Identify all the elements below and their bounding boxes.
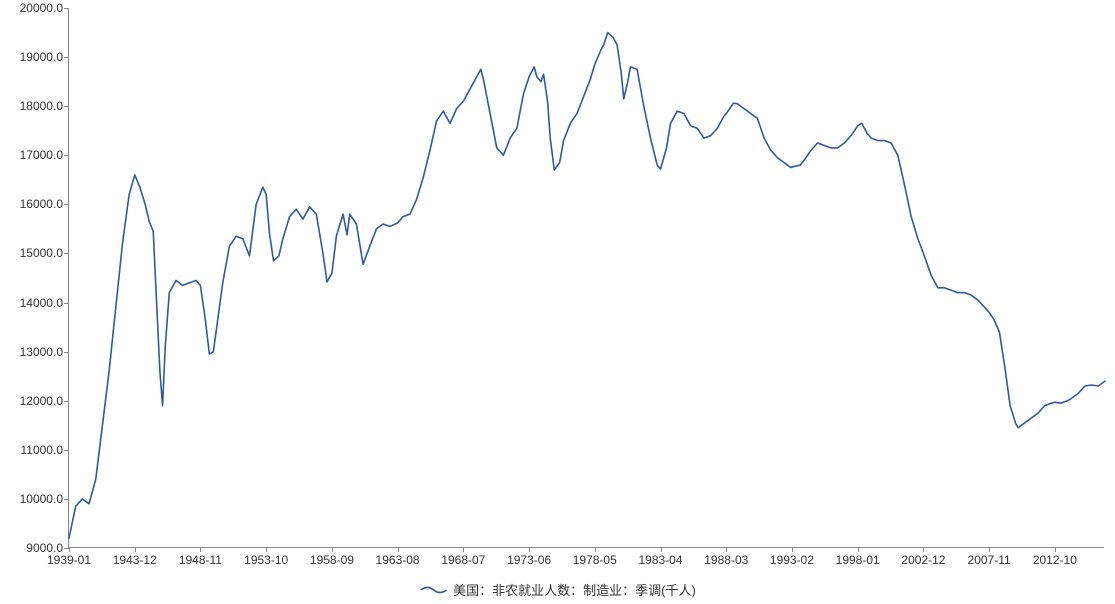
y-tick-label: 14000.0 (20, 296, 69, 310)
legend-swatch (419, 583, 447, 597)
x-tick-label: 1978-05 (573, 547, 617, 567)
x-tick-label: 2007-11 (968, 547, 1011, 567)
x-tick-label: 1958-09 (310, 547, 354, 567)
x-tick-label: 2002-12 (901, 547, 945, 567)
x-tick-label: 1993-02 (770, 547, 814, 567)
x-tick-label: 1983-04 (638, 547, 682, 567)
x-tick-label: 1948-11 (179, 547, 222, 567)
x-tick-label: 1988-03 (704, 547, 748, 567)
y-tick-label: 16000.0 (20, 197, 69, 211)
y-tick-label: 15000.0 (20, 246, 69, 260)
x-tick-label: 1943-12 (113, 547, 157, 567)
line-series (69, 8, 1105, 548)
x-tick-label: 1973-06 (507, 547, 551, 567)
series-line (69, 33, 1105, 539)
plot-area: 9000.010000.011000.012000.013000.014000.… (68, 8, 1104, 548)
y-tick-label: 20000.0 (20, 1, 69, 15)
chart-container: 9000.010000.011000.012000.013000.014000.… (0, 0, 1115, 604)
x-tick-label: 1968-07 (441, 547, 485, 567)
y-tick-label: 12000.0 (20, 394, 69, 408)
x-tick-label: 1963-08 (376, 547, 420, 567)
y-tick-label: 13000.0 (20, 345, 69, 359)
legend-label: 美国：非农就业人数：制造业：季调(千人) (453, 580, 696, 599)
x-tick-label: 2012-10 (1033, 547, 1077, 567)
y-tick-label: 19000.0 (20, 50, 69, 64)
legend: 美国：非农就业人数：制造业：季调(千人) (419, 580, 696, 599)
y-tick-label: 18000.0 (20, 99, 69, 113)
y-tick-label: 11000.0 (21, 443, 70, 457)
x-tick-label: 1953-10 (244, 547, 288, 567)
x-tick-label: 1939-01 (47, 547, 91, 567)
x-tick-label: 1998-01 (836, 547, 880, 567)
y-tick-label: 10000.0 (20, 492, 69, 506)
y-tick-label: 17000.0 (20, 148, 69, 162)
